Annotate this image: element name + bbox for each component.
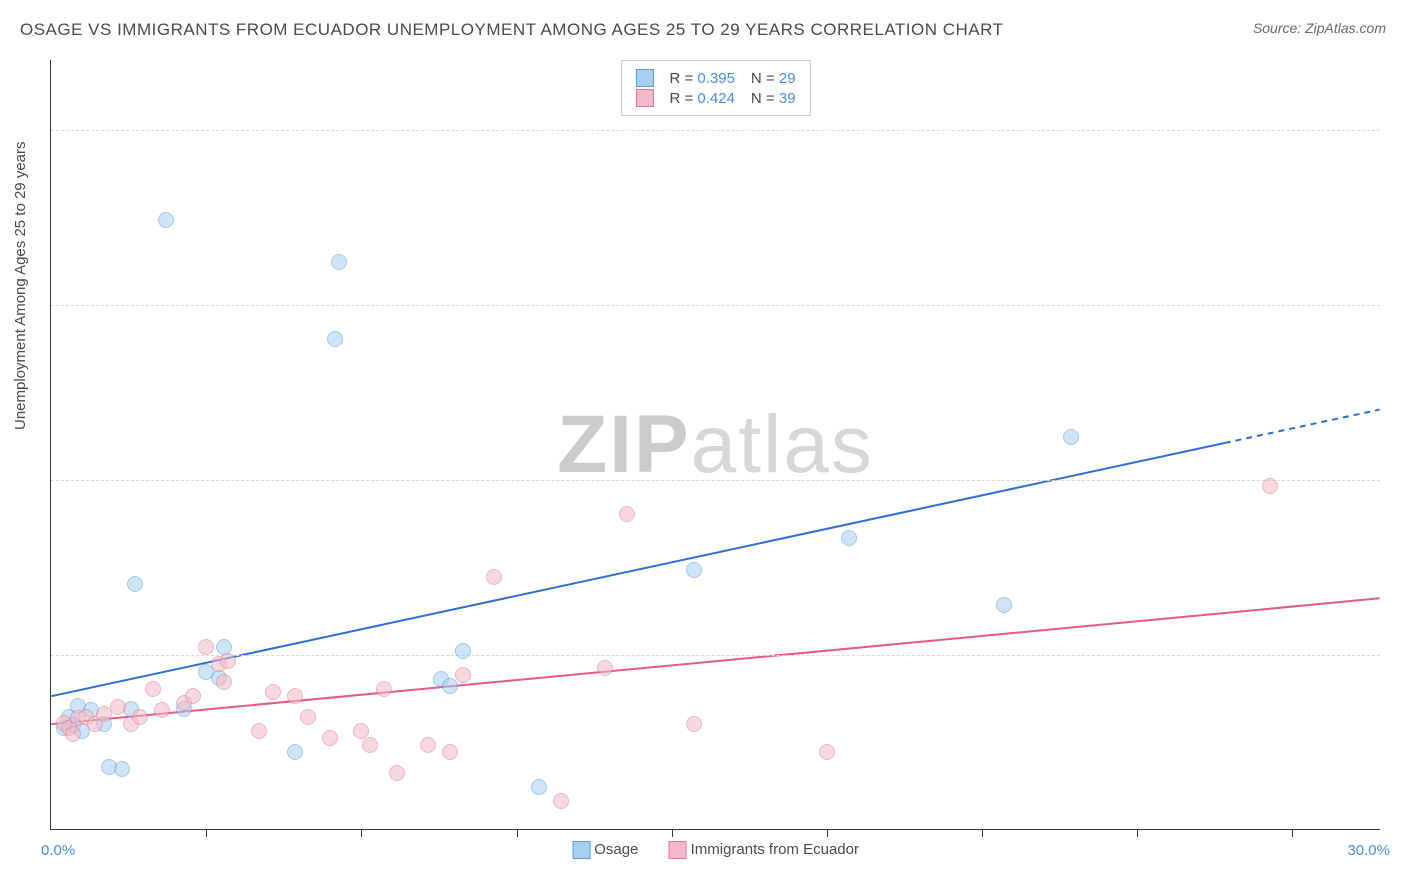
title-bar: OSAGE VS IMMIGRANTS FROM ECUADOR UNEMPLO… <box>20 20 1386 40</box>
x-min-label: 0.0% <box>41 842 75 859</box>
x-tick <box>1137 829 1138 837</box>
plot-area: ZIPatlas R = 0.395 N = 29 R = 0.424 N = … <box>50 60 1380 830</box>
watermark-light: atlas <box>691 399 874 490</box>
data-point <box>455 643 471 659</box>
legend-r-ecuador: R = 0.424 <box>669 90 734 107</box>
data-point <box>531 779 547 795</box>
data-point <box>389 765 405 781</box>
data-point <box>327 331 343 347</box>
data-point <box>287 688 303 704</box>
data-point <box>1262 478 1278 494</box>
y-tick-label: 25.0% <box>1390 472 1406 489</box>
chart-container: OSAGE VS IMMIGRANTS FROM ECUADOR UNEMPLO… <box>0 0 1406 892</box>
data-point <box>322 730 338 746</box>
y-tick-label: 12.5% <box>1390 647 1406 664</box>
x-tick <box>827 829 828 837</box>
data-point <box>597 660 613 676</box>
data-point <box>331 254 347 270</box>
data-point <box>619 506 635 522</box>
x-tick <box>206 829 207 837</box>
data-point <box>442 678 458 694</box>
legend-swatch-osage <box>635 69 653 87</box>
x-tick <box>361 829 362 837</box>
grid-line <box>51 130 1380 131</box>
data-point <box>686 562 702 578</box>
legend-row: R = 0.395 N = 29 <box>635 69 795 87</box>
data-point <box>158 212 174 228</box>
chart-title: OSAGE VS IMMIGRANTS FROM ECUADOR UNEMPLO… <box>20 20 1003 40</box>
data-point <box>376 681 392 697</box>
grid-line <box>51 305 1380 306</box>
data-point <box>362 737 378 753</box>
trend-lines <box>51 60 1380 829</box>
data-point <box>145 681 161 697</box>
x-tick <box>982 829 983 837</box>
x-tick <box>672 829 673 837</box>
data-point <box>127 576 143 592</box>
data-point <box>442 744 458 760</box>
data-point <box>553 793 569 809</box>
grid-line <box>51 480 1380 481</box>
y-axis-label: Unemployment Among Ages 25 to 29 years <box>12 141 29 430</box>
data-point <box>841 530 857 546</box>
data-point <box>819 744 835 760</box>
data-point <box>198 639 214 655</box>
legend-label: Osage <box>594 841 638 858</box>
legend-label: Immigrants from Ecuador <box>691 841 859 858</box>
data-point <box>65 726 81 742</box>
x-tick <box>1292 829 1293 837</box>
legend-swatch-ecuador <box>635 89 653 107</box>
legend-swatch-icon <box>668 841 686 859</box>
data-point <box>300 709 316 725</box>
legend-n-osage: N = 29 <box>751 70 796 87</box>
legend-row: R = 0.424 N = 39 <box>635 89 795 107</box>
data-point <box>220 653 236 669</box>
data-point <box>455 667 471 683</box>
y-tick-label: 50.0% <box>1390 122 1406 139</box>
data-point <box>216 674 232 690</box>
legend-series: Osage Immigrants from Ecuador <box>572 841 859 859</box>
legend-n-ecuador: N = 39 <box>751 90 796 107</box>
watermark: ZIPatlas <box>557 398 874 492</box>
data-point <box>132 709 148 725</box>
data-point <box>686 716 702 732</box>
legend-correlation: R = 0.395 N = 29 R = 0.424 N = 39 <box>620 60 810 116</box>
data-point <box>420 737 436 753</box>
x-max-label: 30.0% <box>1347 842 1390 859</box>
legend-item-osage: Osage <box>572 841 638 859</box>
data-point <box>996 597 1012 613</box>
legend-item-ecuador: Immigrants from Ecuador <box>668 841 859 859</box>
data-point <box>185 688 201 704</box>
legend-r-osage: R = 0.395 <box>669 70 734 87</box>
data-point <box>287 744 303 760</box>
data-point <box>265 684 281 700</box>
grid-line <box>51 655 1380 656</box>
data-point <box>486 569 502 585</box>
source-label: Source: ZipAtlas.com <box>1253 20 1386 36</box>
data-point <box>114 761 130 777</box>
y-tick-label: 37.5% <box>1390 297 1406 314</box>
legend-swatch-icon <box>572 841 590 859</box>
data-point <box>154 702 170 718</box>
data-point <box>251 723 267 739</box>
data-point <box>1063 429 1079 445</box>
watermark-bold: ZIP <box>557 399 691 490</box>
x-tick <box>517 829 518 837</box>
data-point <box>110 699 126 715</box>
